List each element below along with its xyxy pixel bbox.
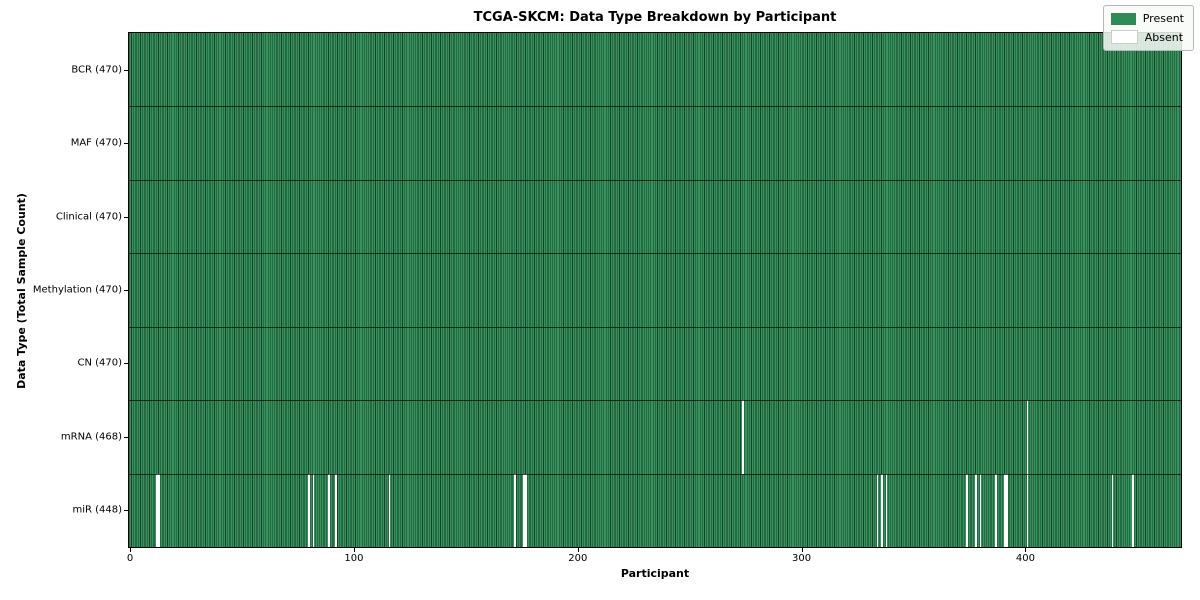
absent-bar bbox=[885, 473, 888, 547]
row-divider bbox=[129, 326, 1181, 328]
absent-bar bbox=[312, 473, 315, 547]
row-divider bbox=[129, 106, 1181, 108]
y-tick-label-maf: MAF (470) bbox=[70, 137, 122, 149]
absent-bar bbox=[335, 473, 337, 547]
y-tick-mark bbox=[124, 290, 128, 291]
absent-bar bbox=[1004, 473, 1009, 547]
x-axis-title: Participant bbox=[620, 567, 690, 580]
heatmap-row-clinical bbox=[129, 179, 1181, 254]
x-tick-label-300: 300 bbox=[792, 553, 812, 564]
absent-bar bbox=[156, 473, 160, 547]
y-tick-mark bbox=[124, 69, 128, 71]
legend-item-absent: Absent bbox=[1110, 30, 1184, 44]
legend-label: Absent bbox=[1144, 30, 1184, 44]
x-tick-mark bbox=[130, 548, 132, 552]
legend-label: Present bbox=[1142, 12, 1184, 25]
y-tick-mark bbox=[124, 216, 128, 218]
y-tick-label-mir: miR (448) bbox=[72, 504, 122, 516]
absent-bar bbox=[308, 473, 310, 547]
absent-bar bbox=[966, 473, 968, 547]
plot-area bbox=[128, 32, 1182, 548]
chart-title: TCGA-SKCM: Data Type Breakdown by Partic… bbox=[473, 10, 837, 25]
absent-bar bbox=[1131, 473, 1134, 547]
absent-bar bbox=[979, 473, 982, 547]
row-divider bbox=[129, 179, 1181, 181]
absent-bar bbox=[995, 473, 998, 547]
y-tick-mark bbox=[124, 436, 128, 438]
heatmap-row-maf bbox=[129, 106, 1181, 180]
row-divider bbox=[129, 253, 1181, 255]
y-tick-label-cn: CN (470) bbox=[77, 357, 122, 369]
heatmap-row-mir bbox=[129, 473, 1181, 547]
x-tick-label-0: 0 bbox=[126, 553, 134, 564]
absent-bar bbox=[523, 473, 527, 547]
legend-swatch-absent bbox=[1110, 30, 1138, 44]
heatmap-row-bcr bbox=[129, 33, 1181, 107]
x-tick-label-200: 200 bbox=[568, 553, 588, 564]
x-tick-mark bbox=[1025, 548, 1027, 552]
heatmap-row-methylation bbox=[129, 253, 1181, 327]
heatmap-row-mrna bbox=[129, 400, 1181, 474]
row-divider bbox=[129, 473, 1181, 475]
y-tick-label-bcr: BCR (470) bbox=[71, 64, 122, 76]
legend-swatch-present bbox=[1110, 12, 1136, 25]
absent-bar bbox=[975, 473, 977, 547]
x-tick-mark bbox=[577, 548, 579, 552]
x-tick-mark bbox=[353, 548, 355, 552]
x-tick-mark bbox=[801, 548, 803, 552]
absent-bar bbox=[876, 473, 879, 547]
legend: Present Absent bbox=[1102, 5, 1194, 51]
y-tick-label-clinical: Clinical (470) bbox=[55, 211, 122, 223]
absent-bar bbox=[742, 400, 745, 474]
absent-bar bbox=[388, 473, 391, 547]
row-divider bbox=[129, 400, 1181, 402]
y-tick-label-mrna: mRNA (468) bbox=[60, 431, 122, 443]
absent-bar bbox=[1026, 473, 1029, 547]
absent-bar bbox=[1026, 400, 1029, 474]
y-tick-label-methylation: Methylation (470) bbox=[32, 284, 122, 296]
x-tick-label-400: 400 bbox=[1015, 553, 1035, 564]
absent-bar bbox=[1111, 473, 1114, 547]
x-tick-label-100: 100 bbox=[344, 553, 364, 564]
legend-item-present: Present bbox=[1110, 12, 1184, 25]
y-tick-mark bbox=[124, 143, 128, 145]
y-tick-mark bbox=[124, 363, 128, 365]
absent-bar bbox=[881, 473, 883, 547]
absent-bar bbox=[514, 473, 516, 547]
absent-bar bbox=[328, 473, 331, 547]
y-tick-mark bbox=[124, 510, 128, 512]
heatmap-row-cn bbox=[129, 326, 1181, 401]
